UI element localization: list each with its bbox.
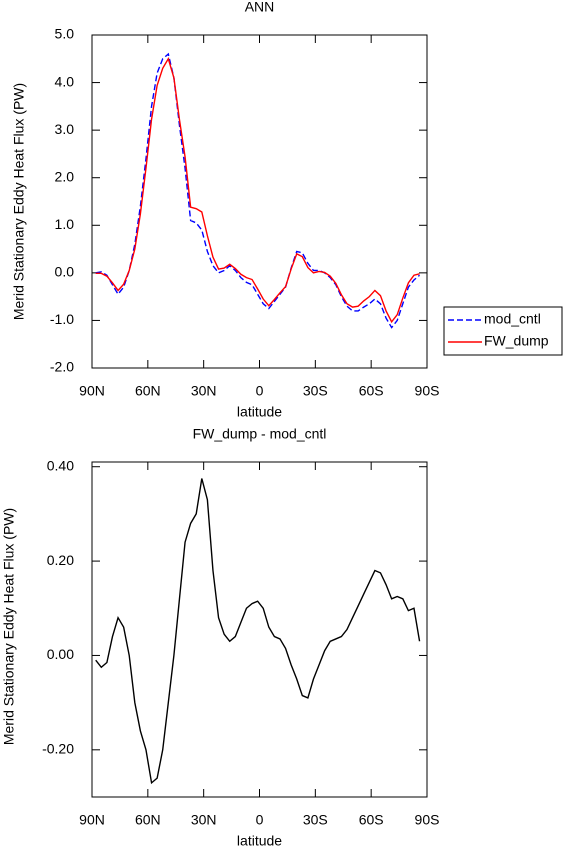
- x-tick-label: 90S: [415, 812, 440, 828]
- x-tick-label: 90S: [415, 383, 440, 399]
- x-tick-label: 60S: [359, 383, 384, 399]
- y-tick-label: 0.00: [47, 646, 74, 662]
- legend-box: [443, 306, 563, 356]
- y-axis-label: Merid Stationary Eddy Heat Flux (PW): [1, 508, 17, 745]
- x-axis-label: latitude: [237, 833, 282, 849]
- y-tick-label: 2.0: [55, 168, 75, 184]
- y-tick-label: 5.0: [55, 26, 75, 42]
- x-tick-label: 60N: [135, 383, 161, 399]
- x-tick-label: 30N: [191, 812, 217, 828]
- y-tick-label: -1.0: [50, 311, 74, 327]
- y-tick-label: -2.0: [50, 359, 74, 375]
- legend-label: FW_dump: [484, 333, 549, 349]
- x-tick-label: 90N: [79, 812, 105, 828]
- plot-frame: [91, 461, 428, 798]
- chart-title: ANN: [245, 0, 275, 15]
- legend-label: mod_cntl: [484, 311, 541, 327]
- chart-title: FW_dump - mod_cntl: [193, 426, 327, 442]
- y-tick-label: 3.0: [55, 121, 75, 137]
- y-tick-label: 0.20: [47, 552, 74, 568]
- x-tick-label: 0: [256, 383, 264, 399]
- x-axis-label: latitude: [237, 404, 282, 420]
- x-tick-label: 30N: [191, 383, 217, 399]
- y-tick-label: 4.0: [55, 73, 75, 89]
- x-tick-label: 0: [256, 812, 264, 828]
- y-axis-label: Merid Stationary Eddy Heat Flux (PW): [11, 83, 27, 320]
- x-tick-label: 90N: [79, 383, 105, 399]
- y-tick-label: 0.40: [47, 457, 74, 473]
- y-tick-label: -0.20: [42, 741, 74, 757]
- y-tick-label: 0.0: [55, 264, 75, 280]
- y-tick-label: 1.0: [55, 216, 75, 232]
- data-line: [95, 57, 420, 324]
- x-tick-label: 60S: [359, 812, 384, 828]
- data-line: [95, 52, 421, 329]
- x-tick-label: 60N: [135, 812, 161, 828]
- data-line: [95, 478, 421, 785]
- x-tick-label: 30S: [303, 812, 328, 828]
- x-tick-label: 30S: [303, 383, 328, 399]
